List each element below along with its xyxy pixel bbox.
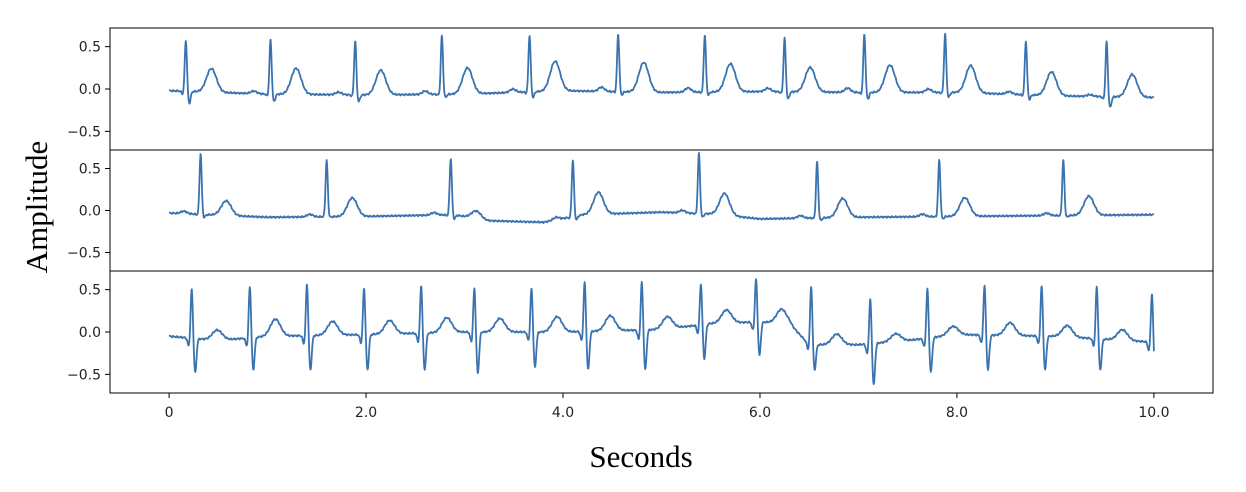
x-tick-label: 6.0 [749,405,771,421]
panel-1-frame [109,27,1214,151]
y-tick-label: 0.5 [79,40,101,56]
panel-2-frame [109,149,1214,272]
panel-3-frame [109,270,1214,394]
x-axis-title: Seconds [589,439,692,474]
y-axis-title: Amplitude [19,141,54,274]
y-tick-label: 0.0 [79,204,101,220]
y-tick-label: −0.5 [67,367,101,383]
y-tick-label: 0.0 [79,325,101,341]
panel-3: 0.5 0.0 −0.5 [67,270,1214,394]
ecg-trace-2 [168,152,1155,224]
x-axis-ticks: 0 2.0 4.0 6.0 8.0 10.0 [165,393,1169,421]
x-tick-label: 4.0 [552,405,574,421]
x-tick-label: 2.0 [355,405,377,421]
y-tick-label: −0.5 [67,124,101,140]
y-tick-label: 0.5 [79,161,101,177]
x-tick-label: 0 [165,405,174,421]
x-tick-label: 10.0 [1138,405,1169,421]
y-tick-label: 0.0 [79,82,101,98]
y-tick-label: 0.5 [79,283,101,299]
ecg-trace-1 [168,32,1155,108]
x-tick-label: 8.0 [946,405,968,421]
ecg-trace-3 [168,278,1155,385]
panel-1: 0.5 0.0 −0.5 [67,27,1214,151]
y-tick-label: −0.5 [67,246,101,262]
panel-2: 0.5 0.0 −0.5 [67,149,1214,272]
